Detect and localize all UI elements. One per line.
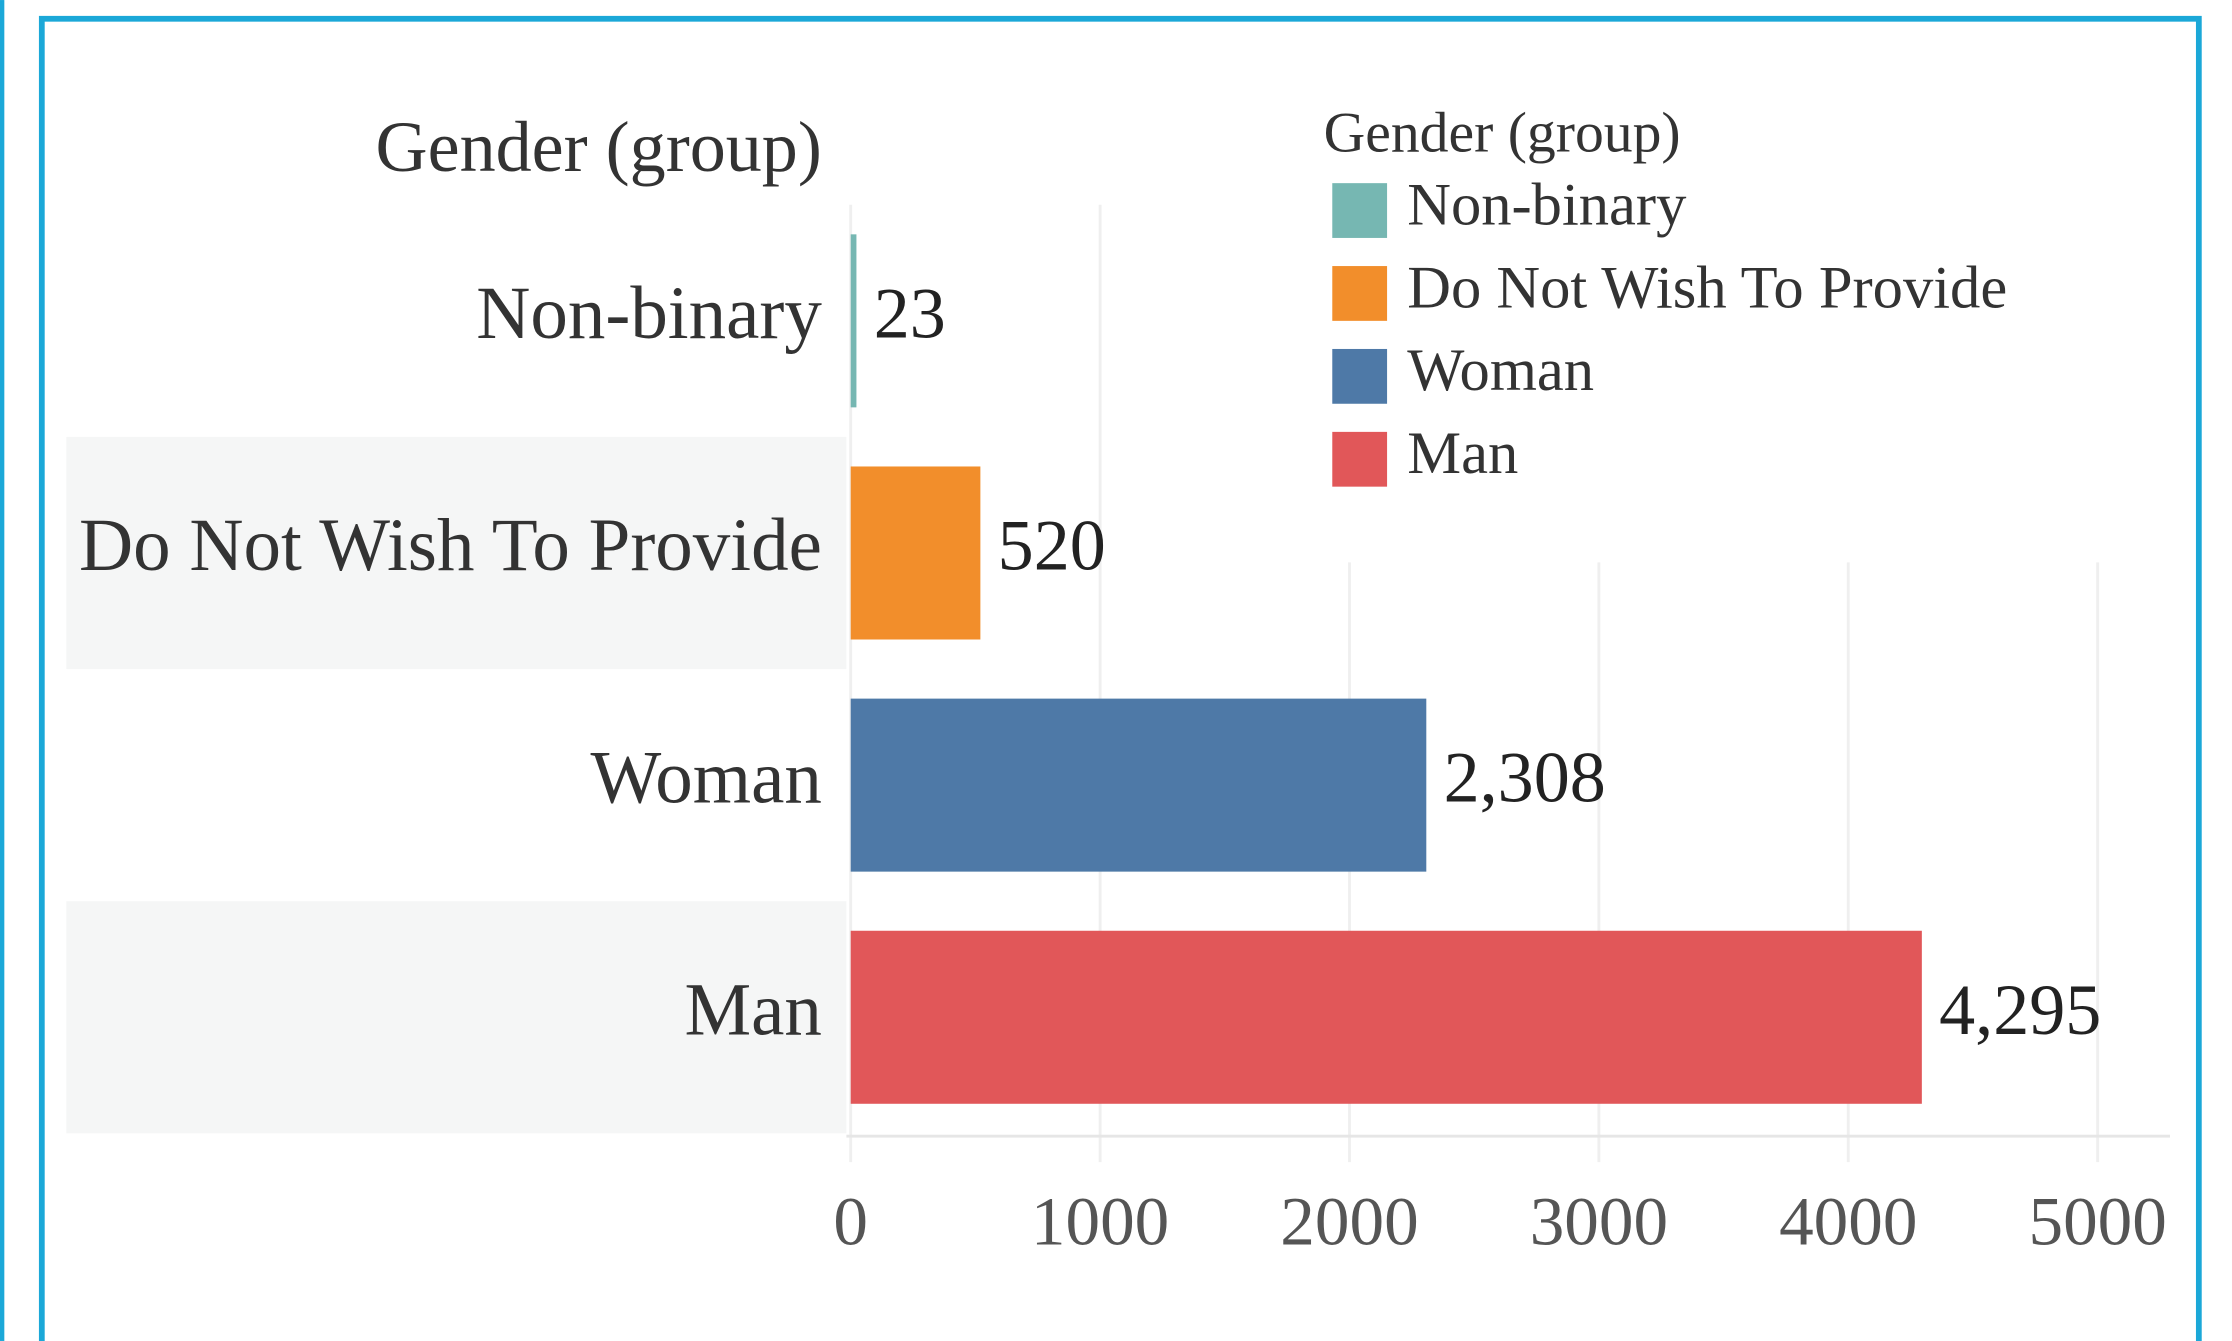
- category-label: Non-binary: [476, 272, 822, 355]
- row-band: [66, 901, 847, 1134]
- category-label: Woman: [591, 736, 822, 819]
- x-tick-label: 3000: [1530, 1182, 1668, 1259]
- row-header: Gender (group): [376, 107, 822, 187]
- bar: [850, 466, 981, 640]
- x-tick-label: 1000: [1031, 1182, 1169, 1259]
- legend-label: Do Not Wish To Provide: [1407, 254, 2007, 321]
- bar: [850, 234, 857, 408]
- bar: [850, 930, 1922, 1104]
- legend-background: [1304, 100, 2170, 563]
- value-label: 2,308: [1444, 738, 1606, 818]
- legend-swatch: [1332, 431, 1388, 487]
- category-label: Man: [684, 968, 821, 1051]
- bar: [850, 698, 1427, 872]
- x-tick-label: 5000: [2028, 1182, 2166, 1259]
- value-label: 520: [998, 506, 1106, 586]
- x-tick-label: 4000: [1779, 1182, 1917, 1259]
- category-label: Do Not Wish To Provide: [79, 504, 822, 587]
- value-label: 4,295: [1939, 970, 2101, 1050]
- row-band: [66, 436, 847, 670]
- legend-label: Non-binary: [1407, 171, 1687, 238]
- x-tick-label: 0: [833, 1182, 868, 1259]
- legend-label: Man: [1407, 420, 1518, 487]
- legend-swatch: [1332, 183, 1388, 238]
- value-label: 23: [874, 273, 946, 353]
- legend-swatch: [1332, 348, 1388, 404]
- left-edge: [0, 0, 5, 1341]
- legend-swatch: [1332, 266, 1388, 321]
- legend-title: Gender (group): [1324, 102, 1681, 165]
- x-tick-label: 2000: [1280, 1182, 1418, 1259]
- legend-label: Woman: [1407, 337, 1594, 404]
